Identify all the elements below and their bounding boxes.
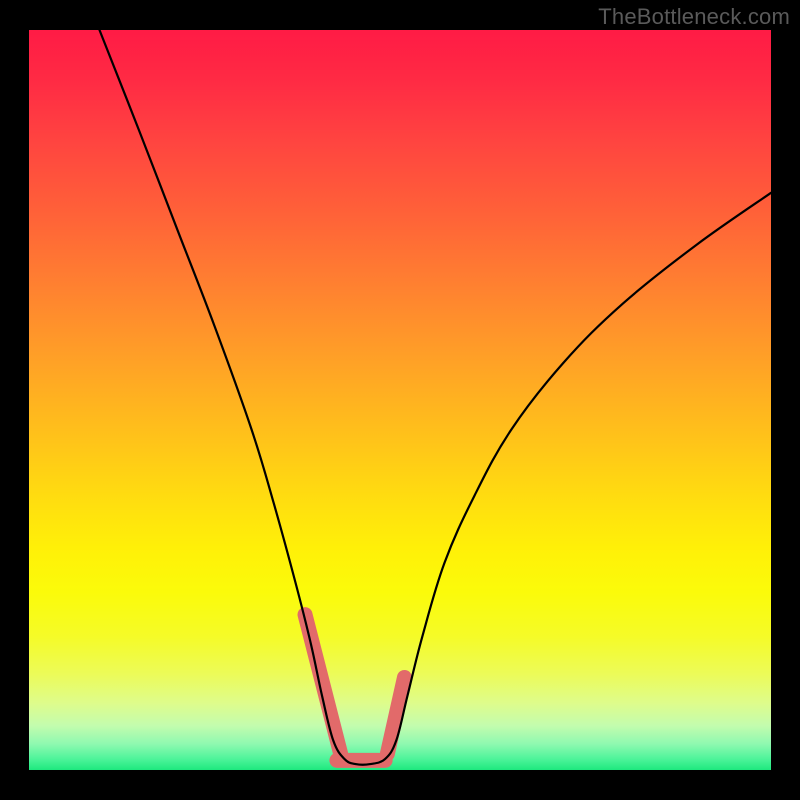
- bottleneck-chart: [0, 0, 800, 800]
- watermark-text: TheBottleneck.com: [598, 4, 790, 30]
- stage: TheBottleneck.com: [0, 0, 800, 800]
- plot-background: [29, 30, 771, 770]
